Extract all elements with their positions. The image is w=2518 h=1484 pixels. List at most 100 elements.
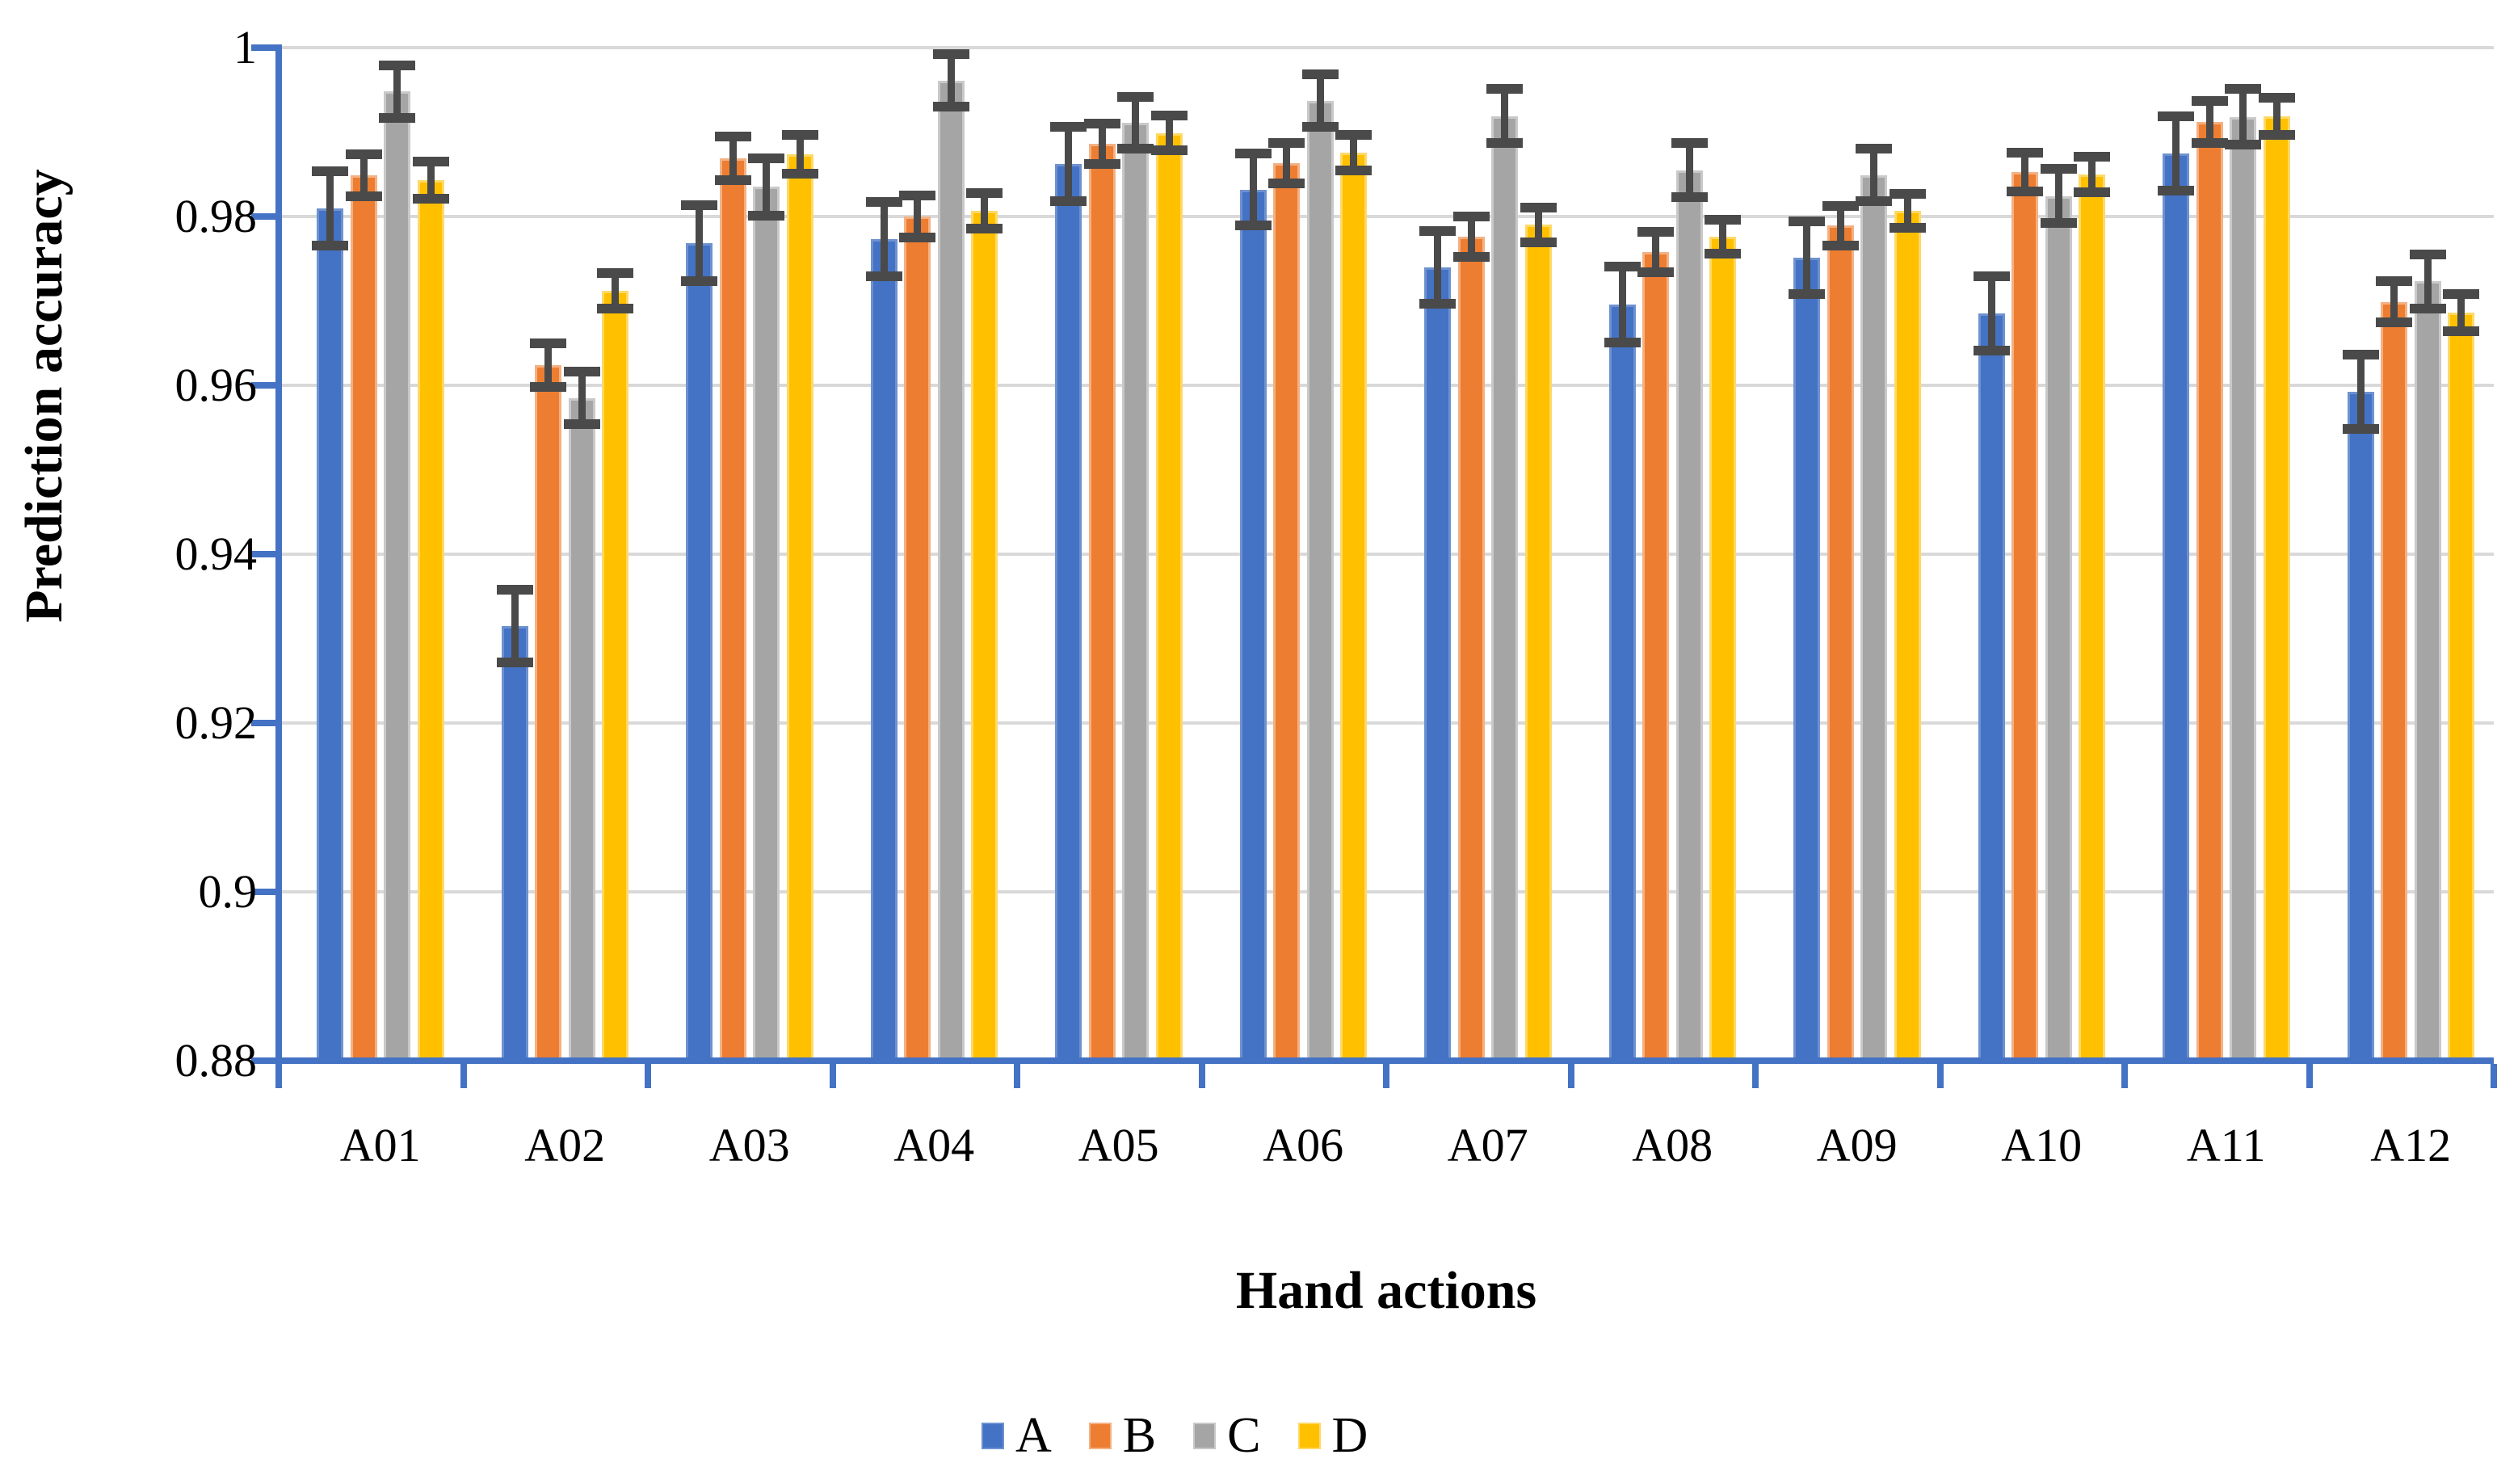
errorbar-cap-bottom-B-A11 bbox=[2191, 138, 2228, 149]
errorbar-cap-bottom-A-A12 bbox=[2342, 424, 2379, 435]
errorbar-cap-top-D-A06 bbox=[1335, 129, 1372, 140]
bar-B-A08 bbox=[1642, 251, 1669, 1061]
errorbar-cap-bottom-D-A05 bbox=[1150, 145, 1188, 156]
errorbar-D-A01 bbox=[427, 162, 435, 200]
errorbar-cap-top-A-A01 bbox=[312, 166, 348, 176]
errorbar-cap-top-B-A03 bbox=[714, 131, 751, 141]
errorbar-B-A02 bbox=[544, 343, 552, 388]
x-tick-11 bbox=[2306, 1064, 2313, 1088]
gridline-1 bbox=[279, 46, 2494, 49]
errorbar-cap-top-A-A02 bbox=[496, 584, 533, 595]
errorbar-cap-bottom-C-A03 bbox=[748, 210, 784, 221]
bar-C-A07 bbox=[1491, 116, 1518, 1061]
errorbar-cap-bottom-A-A11 bbox=[2158, 185, 2194, 195]
bar-D-A07 bbox=[1524, 225, 1552, 1061]
bar-C-A10 bbox=[2045, 195, 2072, 1061]
errorbar-cap-top-B-A10 bbox=[2007, 147, 2043, 158]
bar-B-A09 bbox=[1826, 225, 1854, 1061]
errorbar-cap-top-A-A05 bbox=[1050, 122, 1087, 132]
bar-C-A02 bbox=[568, 397, 595, 1061]
errorbar-A-A10 bbox=[1987, 276, 1995, 351]
x-tick-label-A10: A10 bbox=[2001, 1119, 2083, 1171]
x-axis-title: Hand actions bbox=[1235, 1261, 1537, 1320]
legend-label-D: D bbox=[1331, 1408, 1368, 1463]
y-axis-line bbox=[275, 44, 282, 1082]
errorbar-cap-bottom-C-A07 bbox=[1486, 138, 1523, 149]
errorbar-D-A07 bbox=[1534, 207, 1542, 243]
errorbar-cap-bottom-D-A04 bbox=[966, 223, 1003, 233]
errorbar-cap-top-B-A12 bbox=[2376, 276, 2412, 287]
bar-A-A07 bbox=[1424, 267, 1451, 1061]
errorbar-cap-top-A-A03 bbox=[681, 200, 717, 211]
y-tick-label-1: 1 bbox=[233, 21, 257, 74]
x-tick-label-A02: A02 bbox=[524, 1119, 606, 1171]
bar-C-A03 bbox=[753, 187, 780, 1061]
x-tick-3 bbox=[829, 1064, 836, 1088]
x-tick-label-A07: A07 bbox=[1447, 1119, 1528, 1171]
bar-D-A02 bbox=[602, 290, 628, 1061]
errorbar-A-A11 bbox=[2172, 116, 2180, 191]
errorbar-cap-bottom-B-A09 bbox=[1822, 240, 1859, 250]
errorbar-C-A10 bbox=[2054, 169, 2062, 224]
errorbar-cap-top-D-A09 bbox=[1889, 188, 1926, 199]
x-tick-5 bbox=[1198, 1064, 1205, 1088]
errorbar-D-A05 bbox=[1165, 115, 1173, 151]
x-tick-4 bbox=[1014, 1064, 1020, 1088]
legend-swatch-A bbox=[982, 1422, 1004, 1449]
errorbar-cap-top-C-A01 bbox=[379, 60, 415, 70]
errorbar-cap-top-D-A12 bbox=[2443, 289, 2479, 300]
bar-A-A02 bbox=[501, 625, 528, 1061]
bar-C-A09 bbox=[1860, 174, 1887, 1061]
bar-D-A06 bbox=[1340, 152, 1367, 1061]
bar-D-A09 bbox=[1894, 210, 1921, 1061]
errorbar-cap-bottom-C-A04 bbox=[932, 102, 969, 112]
bar-B-A11 bbox=[2196, 121, 2223, 1061]
x-tick-9 bbox=[1936, 1064, 1944, 1088]
errorbar-cap-top-B-A04 bbox=[899, 190, 935, 200]
bar-B-A02 bbox=[535, 364, 561, 1061]
errorbar-C-A11 bbox=[2239, 89, 2247, 145]
errorbar-cap-top-A-A07 bbox=[1419, 225, 1456, 236]
errorbar-cap-bottom-B-A08 bbox=[1637, 267, 1674, 277]
y-tick-label-0.88: 0.88 bbox=[174, 1034, 258, 1087]
errorbar-cap-top-B-A01 bbox=[345, 149, 382, 159]
errorbar-D-A06 bbox=[1350, 134, 1357, 170]
errorbar-cap-top-B-A08 bbox=[1637, 226, 1674, 237]
errorbar-B-A08 bbox=[1652, 231, 1659, 272]
y-tick-0.92 bbox=[251, 720, 279, 726]
legend-label-C: C bbox=[1227, 1408, 1261, 1463]
legend-swatch-D bbox=[1297, 1422, 1321, 1449]
bar-D-A11 bbox=[2263, 116, 2290, 1061]
legend-swatch-C bbox=[1193, 1422, 1217, 1449]
errorbar-cap-top-D-A01 bbox=[412, 157, 449, 167]
y-tick-label-0.92: 0.92 bbox=[174, 696, 258, 749]
errorbar-cap-top-D-A11 bbox=[2258, 92, 2295, 103]
errorbar-cap-top-C-A04 bbox=[932, 49, 969, 60]
errorbar-A-A02 bbox=[511, 589, 519, 662]
errorbar-cap-top-C-A03 bbox=[748, 153, 784, 163]
errorbar-B-A06 bbox=[1283, 143, 1290, 184]
errorbar-D-A11 bbox=[2272, 97, 2280, 135]
bar-D-A04 bbox=[971, 210, 998, 1061]
errorbar-cap-top-C-A12 bbox=[2409, 250, 2446, 260]
bar-A-A11 bbox=[2163, 153, 2189, 1061]
y-tick-0.94 bbox=[251, 551, 279, 557]
errorbar-A-A01 bbox=[326, 170, 334, 246]
legend-item-A: A bbox=[982, 1407, 1052, 1464]
legend-label-A: A bbox=[1015, 1408, 1052, 1463]
errorbar-B-A07 bbox=[1467, 217, 1475, 258]
errorbar-D-A12 bbox=[2457, 294, 2465, 332]
errorbar-B-A09 bbox=[1836, 206, 1844, 246]
y-tick-label-0.98: 0.98 bbox=[174, 190, 258, 242]
errorbar-B-A01 bbox=[359, 153, 368, 196]
errorbar-cap-top-A-A06 bbox=[1234, 148, 1272, 158]
errorbar-cap-bottom-D-A12 bbox=[2443, 326, 2479, 337]
errorbar-cap-bottom-A-A02 bbox=[496, 657, 533, 667]
x-tick-2 bbox=[645, 1064, 651, 1088]
legend-item-C: C bbox=[1193, 1407, 1261, 1464]
errorbar-cap-top-D-A08 bbox=[1705, 215, 1741, 225]
errorbar-cap-bottom-D-A06 bbox=[1335, 165, 1372, 175]
errorbar-cap-bottom-C-A05 bbox=[1117, 144, 1154, 154]
errorbar-cap-top-C-A08 bbox=[1671, 138, 1708, 149]
errorbar-cap-bottom-D-A10 bbox=[2074, 187, 2110, 197]
